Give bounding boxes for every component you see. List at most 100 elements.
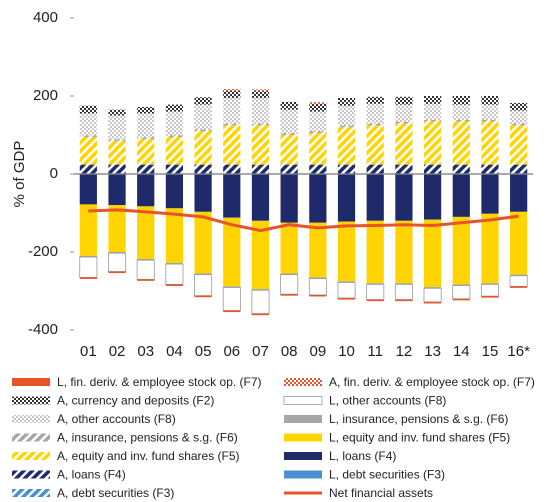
bar-segment	[251, 220, 270, 290]
bar-segment	[452, 216, 470, 285]
legend-label: L, debt securities (F3)	[329, 468, 445, 482]
legend-label: A, insurance, pensions & s.g. (F6)	[57, 431, 238, 445]
bar-segment	[395, 220, 413, 284]
x-tick-label: 02	[109, 343, 126, 360]
bar-segment	[223, 123, 241, 126]
bar-segment	[194, 211, 212, 274]
x-tick-label: 03	[137, 343, 154, 360]
bar-segment	[223, 125, 241, 165]
bar-segment	[223, 217, 241, 287]
bar-segment	[165, 135, 184, 137]
legend-swatch	[284, 378, 322, 386]
bar-segment	[452, 298, 470, 301]
bar-segment	[480, 283, 499, 297]
bar-segment	[481, 213, 499, 284]
legend-swatch	[284, 452, 322, 460]
bar-segment	[79, 105, 97, 114]
bar-segment	[280, 294, 298, 296]
bar-segment	[165, 164, 184, 174]
legend-label: A, debt securities (F3)	[57, 486, 174, 500]
bar-segment	[194, 174, 212, 212]
x-tick-label: 01	[80, 343, 97, 360]
legend-swatch	[12, 433, 50, 442]
legend-swatch	[12, 396, 50, 405]
x-tick-label: 16*	[507, 343, 530, 360]
bar-segment	[280, 109, 298, 134]
bar-segment	[108, 164, 126, 174]
bar-segment	[165, 263, 184, 285]
bar-segment	[309, 111, 327, 132]
bar-segment	[395, 104, 413, 122]
bar-segment	[251, 289, 270, 315]
bar-segment	[510, 125, 528, 165]
legend-swatch	[284, 470, 322, 479]
bar-segment	[79, 136, 97, 165]
bar-segment	[452, 104, 470, 120]
bar-segment	[165, 136, 184, 165]
bar-segment	[309, 164, 327, 174]
bar-segment	[194, 295, 212, 298]
bar-segment	[79, 256, 98, 278]
bar-segment	[423, 219, 442, 288]
bar-segment	[366, 96, 384, 104]
bar-segment	[395, 174, 413, 221]
legend-label: L, insurance, pensions & s.g. (F6)	[329, 412, 508, 426]
bar-segment	[309, 174, 327, 223]
bar-segment	[452, 164, 470, 174]
legend-label: A, currency and deposits (F2)	[57, 394, 214, 408]
bar-segment	[481, 104, 499, 120]
bar-segment	[337, 298, 356, 300]
bar-segment	[510, 211, 528, 275]
legend-swatch	[12, 489, 50, 497]
bar-segment	[394, 283, 413, 300]
bar-segment	[308, 278, 327, 296]
bar-segment	[251, 313, 270, 316]
bar-segment	[366, 283, 384, 285]
y-tick-label: 0	[50, 165, 58, 182]
bar-segment	[251, 89, 270, 92]
bar-segment	[165, 262, 184, 265]
bar-segment	[337, 282, 356, 299]
bar-segment	[366, 220, 384, 284]
legend-label: L, loans (F4)	[329, 449, 396, 463]
bar-segment	[280, 274, 299, 295]
legend-label: A, other accounts (F8)	[57, 412, 176, 426]
bar-segment	[280, 273, 298, 275]
bar-segment	[108, 271, 126, 274]
bar-segment	[337, 164, 356, 174]
x-tick-label: 15	[482, 343, 499, 360]
x-tick-label: 10	[338, 343, 355, 360]
x-tick-label: 08	[281, 343, 298, 360]
legend-swatch	[12, 470, 50, 479]
bar-segment	[509, 275, 528, 287]
legend-swatch	[12, 452, 50, 460]
bar-segment	[165, 104, 184, 112]
bar-segment	[223, 88, 241, 91]
bar-segment	[108, 140, 126, 165]
bar-segment	[309, 103, 327, 112]
bar-segment	[251, 125, 270, 165]
bar-segment	[223, 90, 241, 98]
bar-segment	[251, 164, 270, 174]
bar-segment	[165, 174, 184, 209]
bar-segment	[510, 274, 528, 276]
bar-segment	[309, 277, 327, 279]
bar-segment	[337, 174, 356, 222]
bar-segment	[136, 259, 155, 280]
legend-swatch	[12, 378, 50, 386]
legend-swatch	[12, 415, 50, 423]
bar-segment	[395, 299, 413, 302]
bar-segment	[280, 174, 298, 223]
bar-segment	[452, 96, 470, 105]
bar-segment	[366, 103, 384, 124]
bar-segment	[309, 131, 327, 134]
bar-segment	[452, 119, 470, 122]
bar-segment	[108, 109, 126, 116]
bar-segment	[423, 301, 442, 304]
bar-segment	[337, 127, 356, 165]
y-tick-label: -400	[28, 321, 58, 338]
bar-segment	[251, 174, 270, 221]
legend-swatch	[284, 415, 322, 423]
